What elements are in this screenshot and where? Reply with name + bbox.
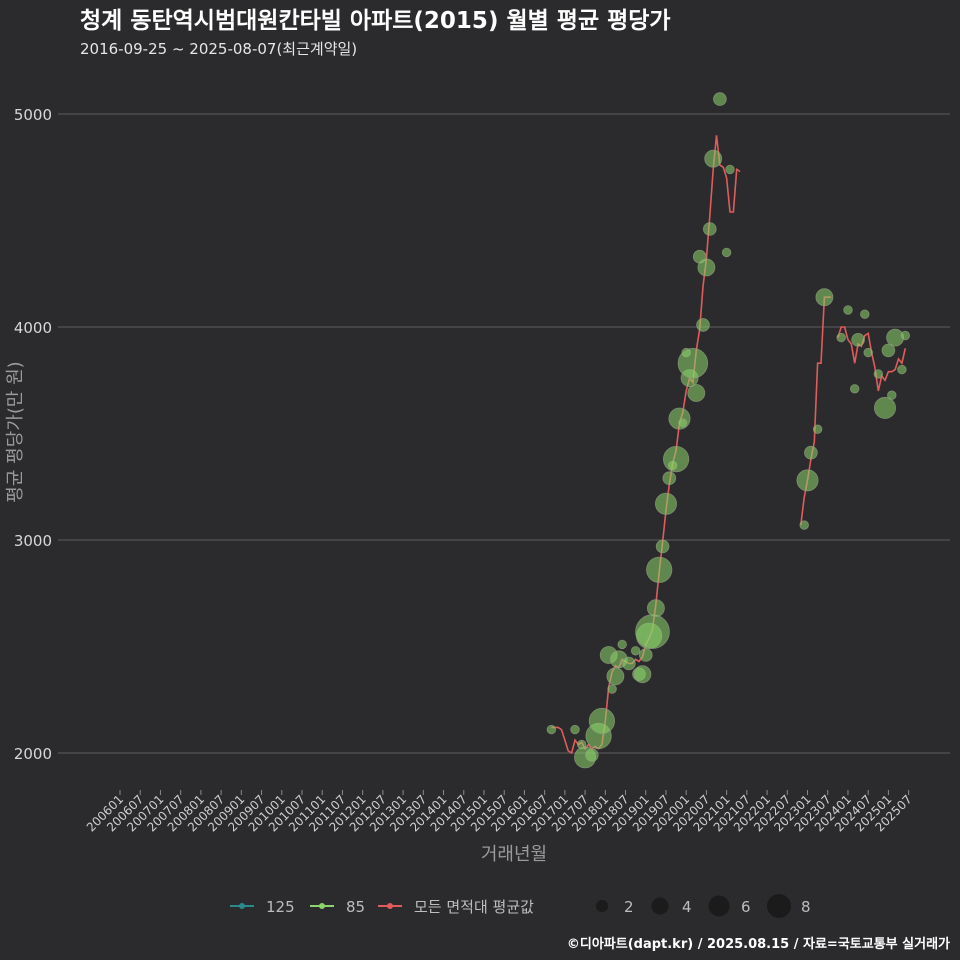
- scatter-point: [635, 614, 670, 649]
- y-tick-label: 5000: [14, 106, 52, 124]
- scatter-point: [713, 92, 727, 106]
- scatter-point: [617, 639, 627, 650]
- scatter-point: [633, 665, 652, 684]
- scatter-point: [655, 539, 670, 554]
- scatter-point: [725, 164, 735, 175]
- scatter-point: [647, 599, 665, 618]
- legend-swatch-dot: [387, 903, 393, 909]
- scatter-point: [887, 390, 897, 400]
- scatter-point: [860, 309, 870, 319]
- legend-label: 85: [346, 898, 365, 916]
- y-tick-label: 2000: [14, 745, 52, 763]
- scatter-point: [607, 684, 617, 694]
- legend-size-circle: [596, 900, 608, 912]
- legend-size-label: 2: [624, 898, 634, 916]
- legend-size-circle: [767, 894, 791, 918]
- legend-swatch-dot: [319, 903, 325, 909]
- y-tick-labels: 2000 3000 4000 5000: [14, 106, 52, 763]
- scatter-point: [863, 347, 873, 358]
- scatter-point: [678, 418, 688, 428]
- y-tick-label: 3000: [14, 532, 52, 550]
- legend-size-circle: [651, 897, 669, 915]
- scatter-point: [836, 332, 846, 343]
- scatter-point: [815, 288, 834, 307]
- footer-credit: ©디아파트(dapt.kr) / 2025.08.15 / 자료=국토교통부 실…: [567, 936, 950, 952]
- legend-size-label: 4: [682, 898, 692, 916]
- grid-lines: [58, 113, 950, 754]
- scatter-points: [546, 92, 911, 769]
- chart-subtitle: 2016-09-25 ~ 2025-08-07(최근계약일): [80, 40, 357, 58]
- scatter-point: [697, 258, 716, 277]
- scatter-point: [630, 646, 641, 656]
- scatter-point: [546, 724, 557, 735]
- scatter-point: [704, 149, 723, 168]
- x-axis-label: 거래년월: [481, 844, 547, 865]
- chart-title: 청계 동탄역시범대원칸타빌 아파트(2015) 월별 평균 평당가: [80, 8, 671, 34]
- scatter-point: [646, 556, 673, 583]
- scatter-point: [804, 445, 818, 460]
- legend-swatch-dot: [239, 903, 245, 909]
- scatter-point: [606, 667, 625, 686]
- scatter-point: [900, 330, 911, 341]
- scatter-point: [662, 471, 677, 486]
- legend-label: 모든 면적대 평균값: [414, 898, 534, 916]
- scatter-point: [584, 748, 599, 762]
- scatter-point: [843, 305, 853, 315]
- legend-size-label: 8: [801, 898, 811, 916]
- scatter-point: [873, 369, 884, 379]
- scatter-point: [687, 384, 706, 402]
- legend-size-circle: [708, 895, 730, 917]
- scatter-point: [677, 348, 709, 379]
- scatter-point: [851, 332, 865, 347]
- legend-size-label: 6: [741, 898, 751, 916]
- scatter-point: [588, 707, 616, 735]
- scatter-point: [881, 343, 896, 358]
- scatter-point: [655, 492, 678, 515]
- scatter-point: [799, 520, 809, 530]
- scatter-point: [850, 384, 860, 394]
- scatter-point: [812, 424, 823, 434]
- scatter-point: [702, 222, 717, 236]
- y-axis-label: 평균 평당가(만 원): [5, 361, 26, 502]
- y-tick-label: 4000: [14, 319, 52, 337]
- scatter-point: [796, 469, 819, 492]
- scatter-point: [570, 724, 580, 735]
- scatter-point: [622, 656, 636, 671]
- scatter-point: [886, 328, 904, 347]
- scatter-point: [696, 318, 710, 332]
- scatter-point: [721, 247, 732, 258]
- scatter-point: [874, 396, 897, 419]
- legend-label: 125: [266, 898, 295, 916]
- legend: 125 85 모든 면적대 평균값 2 4 6 8: [230, 894, 811, 918]
- scatter-point: [638, 648, 653, 662]
- scatter-point: [897, 364, 907, 375]
- scatter-point: [662, 445, 690, 473]
